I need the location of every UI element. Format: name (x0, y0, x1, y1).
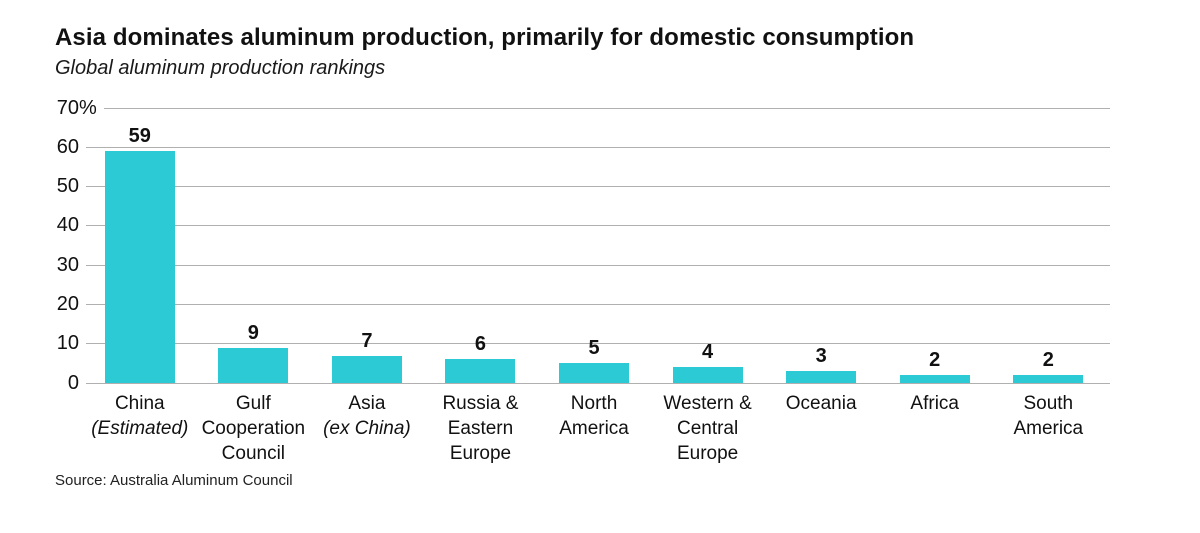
plot-area: 70% 60 50 40 30 20 10 0 59 9 7 6 5 4 3 2 2 (55, 97, 1110, 394)
x-axis-category-line: Oceania (785, 393, 857, 414)
x-axis-category-line: Eastern (447, 418, 514, 439)
x-axis-category-line: America (1013, 418, 1084, 439)
bar-value-label: 5 (588, 337, 600, 360)
bars-container: 59 9 7 6 5 4 3 2 2 (83, 108, 1105, 383)
x-axis-category-line: Africa (910, 393, 959, 414)
x-axis-category-label: Gulf Cooperation Council (197, 391, 311, 466)
bar-slot: 2 (992, 108, 1106, 383)
gridline (86, 146, 1110, 148)
y-axis-unit-label: % (79, 96, 97, 119)
bar (331, 355, 402, 383)
x-axis-category-label: Africa (878, 391, 992, 466)
y-axis-tick-label: 20 (56, 292, 79, 315)
bar (445, 359, 516, 383)
gridline (103, 107, 1110, 109)
bar (1013, 375, 1084, 383)
chart-title: Asia dominates aluminum production, prim… (55, 24, 915, 51)
bar (559, 363, 630, 383)
bar-slot: 9 (197, 108, 311, 383)
bar-value-label: 2 (1042, 349, 1054, 372)
gridline (86, 303, 1110, 305)
x-axis-category-line: Asia (348, 393, 386, 414)
bar-value-label: 3 (815, 345, 827, 368)
bar-slot: 2 (878, 108, 992, 383)
x-axis-category-line: Cooperation (201, 418, 306, 439)
gridline (86, 225, 1110, 227)
bar-value-label: 2 (929, 349, 941, 372)
bar-slot: 5 (537, 108, 651, 383)
chart-subtitle: Global aluminum production rankings (55, 57, 386, 79)
x-axis-category-line: (ex China) (323, 418, 411, 439)
bar-value-label: 6 (474, 333, 487, 356)
bar (786, 371, 857, 383)
x-axis-category-label: Western & Central Europe (651, 391, 765, 466)
x-axis-category-line: China (114, 393, 165, 414)
source-note: Source: Australia Aluminum Council (55, 472, 293, 489)
gridline (86, 186, 1110, 188)
y-axis-tick-label: 10 (56, 332, 79, 355)
x-axis-category-label: Asia (ex China) (310, 391, 424, 466)
y-axis-tick-label: 40 (56, 214, 79, 237)
y-axis-tick-label: 50 (56, 175, 79, 198)
y-axis-tick-label: 60 (56, 135, 79, 158)
y-axis-tick-label: 70 (56, 96, 79, 119)
x-axis-category-line: Western & (663, 393, 752, 414)
x-axis-category-label: China (Estimated) (83, 391, 197, 466)
x-axis-category-line: (Estimated) (91, 418, 189, 439)
x-axis-category-label: Russia & Eastern Europe (424, 391, 538, 466)
x-axis-category-label: South America (992, 391, 1106, 466)
gridline (86, 382, 1110, 384)
bar-slot: 6 (424, 108, 538, 383)
x-axis-category-line: Russia & (442, 393, 519, 414)
bar-slot: 4 (651, 108, 765, 383)
bar (104, 151, 175, 383)
bar-value-label: 7 (361, 329, 373, 352)
x-axis-category-label: North America (537, 391, 651, 466)
x-axis-labels: China (Estimated) Gulf Cooperation Council As… (83, 391, 1105, 466)
x-axis-category-line: Gulf (235, 393, 271, 414)
y-axis-tick-label: 0 (67, 371, 79, 394)
x-axis-category-line: America (559, 418, 629, 439)
bar-value-label: 4 (702, 341, 714, 364)
gridline (86, 264, 1110, 266)
bar-slot: 59 (83, 108, 197, 383)
gridline (86, 343, 1110, 345)
x-axis-category-line: South (1023, 393, 1074, 414)
bar-slot: 3 (764, 108, 878, 383)
x-axis-category-line: Europe (676, 443, 739, 464)
x-axis-category-line: Council (221, 443, 286, 464)
y-axis-tick-label: 30 (56, 253, 79, 276)
bar (672, 367, 743, 383)
bar (218, 347, 289, 383)
x-axis-category-line: Europe (449, 443, 512, 464)
bar (899, 375, 970, 383)
bar-chart: 70% 60 50 40 30 20 10 0 59 9 7 6 5 4 3 2 2 China (Estimat… (55, 97, 1110, 466)
bar-slot: 7 (310, 108, 424, 383)
x-axis-category-line: Central (676, 418, 739, 439)
bar-value-label: 9 (247, 321, 259, 344)
bar-value-label: 59 (128, 125, 151, 148)
x-axis-category-label: Oceania (764, 391, 878, 466)
x-axis-category-line: North (570, 393, 618, 414)
